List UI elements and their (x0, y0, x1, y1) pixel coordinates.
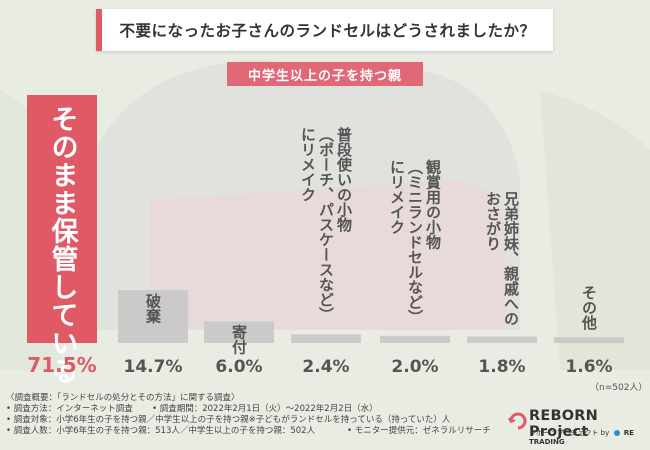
sample-size-note: （n=502人） (590, 383, 648, 393)
value-label-6: 1.8% (478, 357, 525, 377)
value-label-5: 2.0% (391, 357, 438, 377)
bar-4 (291, 334, 361, 343)
logo-name: REBORN Project (529, 408, 598, 440)
category-label-4: （ポーチ、パスケースなど） (317, 127, 335, 322)
bar-3 (204, 321, 274, 343)
bar-5 (380, 335, 450, 343)
survey-note-line: • 調査対象：小学6年生の子を持つ親／中学生以上の子を持つ親※子どもがランドセル… (6, 415, 451, 425)
survey-notes: 〈調査概要：「ランドセルの処分とその方法」に関する調査〉 • 調査方法：インター… (6, 393, 491, 437)
bar-1 (27, 95, 97, 343)
category-label-2: 破棄 (144, 292, 162, 324)
reborn-logo-icon (508, 412, 527, 430)
chart-subtitle: 中学生以上の子を持つ親 (227, 62, 423, 86)
value-label-7: 1.6% (565, 357, 612, 377)
category-label-6: 兄弟姉妹、親戚への (502, 191, 520, 326)
category-label-6: おさがり (484, 191, 502, 251)
chart-title: 不要になったお子さんのランドセルはどうされましたか？ (96, 9, 553, 51)
category-label-7: その他 (580, 285, 598, 331)
category-label-4: 普段使いの小物 (335, 126, 353, 233)
category-label-5: にリメイク (388, 159, 406, 234)
survey-provider: • モニター提供元：ゼネラルリサーチ (347, 426, 491, 436)
category-label-5: 観賞用の小物 (424, 159, 442, 251)
survey-period: • 調査期間：2022年2月1日（火）〜2022年2月2日（水） (152, 404, 378, 414)
category-label-5: （ミニランドセルなど） (406, 159, 424, 324)
value-label-3: 6.0% (215, 357, 262, 377)
survey-note-line: 〈調査概要：「ランドセルの処分とその方法」に関する調査〉 (6, 393, 240, 403)
category-label-3: 寄付 (230, 324, 248, 356)
value-label-2: 14.7% (124, 357, 183, 377)
value-label-1: 71.5% (27, 353, 96, 377)
logo-sub: リボーンプロジェクト by RE TRADING (529, 428, 645, 446)
logo-sub-text: リボーンプロジェクト by (529, 429, 610, 437)
bar-6 (467, 336, 537, 343)
value-label-4: 2.4% (302, 357, 349, 377)
bar-2 (118, 290, 188, 343)
survey-note-line: • 調査方法：インターネット調査 (6, 404, 133, 414)
logo-partner-text: RE TRADING (529, 429, 634, 446)
reborn-project-logo: REBORN Project リボーンプロジェクト by RE TRADING (505, 408, 645, 446)
re-trading-icon (613, 430, 620, 436)
category-label-1: そのまま保管している (47, 105, 80, 385)
category-label-4: にリメイク (299, 127, 317, 202)
survey-note-line: • 調査人数：小学6年生の子を持つ親：513人／中学生以上の子を持つ親：502人 (6, 426, 316, 436)
bar-7 (554, 337, 624, 343)
